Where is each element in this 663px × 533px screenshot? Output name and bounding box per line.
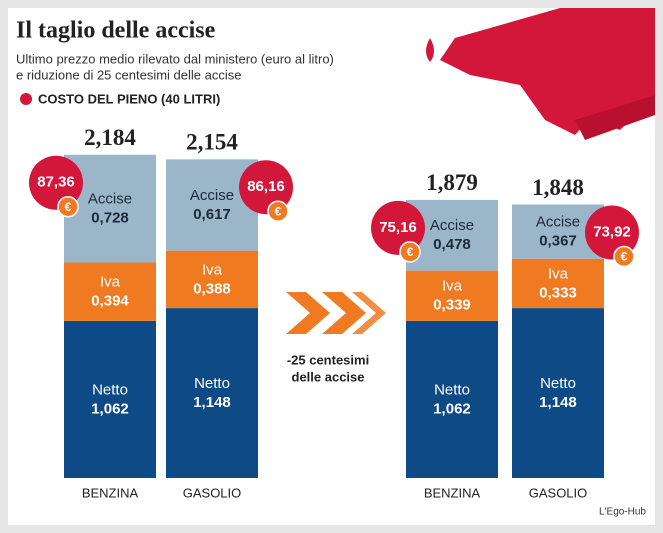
tank-cost-label: 86,16 <box>247 178 285 195</box>
category-label: GASOLIO <box>183 485 242 500</box>
segment-name: Accise <box>88 191 132 208</box>
segment-name: Accise <box>536 214 580 231</box>
total-label: 1,848 <box>532 175 584 200</box>
segment-value: 0,617 <box>193 206 231 223</box>
segment-value: 0,339 <box>433 297 471 314</box>
segment-value: 1,148 <box>539 394 577 411</box>
fuel-nozzle <box>426 8 655 140</box>
bar-segment <box>166 308 258 478</box>
segment-value: 0,367 <box>539 233 577 250</box>
segment-name: Netto <box>540 375 576 392</box>
coin <box>399 241 421 263</box>
segment-name: Netto <box>194 375 230 392</box>
chart-title: Il taglio delle accise <box>16 18 216 44</box>
segment-value: 1,148 <box>193 394 231 411</box>
subtitle: Ultimo prezzo medio rilevato dal ministe… <box>16 51 334 66</box>
subtitle: e riduzione di 25 centesimi delle accise <box>16 67 241 82</box>
segment-name: Iva <box>202 261 223 278</box>
tank-cost-label: 87,36 <box>37 174 75 191</box>
segment-name: Iva <box>100 274 121 291</box>
segment-value: 0,333 <box>539 284 577 301</box>
annotation: -25 centesimi <box>287 352 369 367</box>
segment-name: Accise <box>430 217 474 234</box>
segment-value: 0,394 <box>91 293 129 310</box>
annotation: delle accise <box>292 369 365 384</box>
segment-value: 0,728 <box>91 210 129 227</box>
legend-label: COSTO DEL PIENO (40 LITRI) <box>38 91 220 106</box>
bar-segment <box>406 270 498 321</box>
bar-segment <box>512 308 604 478</box>
bar-segment <box>406 320 498 478</box>
segment-value: 0,478 <box>433 236 471 253</box>
segment-value: 1,062 <box>91 400 129 417</box>
segment-name: Netto <box>434 381 470 398</box>
legend-swatch <box>20 93 32 105</box>
source: L'Ego-Hub <box>599 507 646 518</box>
coin <box>57 196 79 218</box>
total-label: 2,154 <box>186 129 238 154</box>
tank-cost-label: 73,92 <box>593 223 631 240</box>
segment-name: Accise <box>190 187 234 204</box>
segment-name: Iva <box>548 265 569 282</box>
segment-value: 0,388 <box>193 280 231 297</box>
coin-symbol: € <box>275 204 282 218</box>
bar-segment <box>64 320 156 478</box>
bar-segment <box>512 258 604 309</box>
total-label: 2,184 <box>84 125 136 150</box>
category-label: BENZINA <box>82 485 139 500</box>
segment-name: Iva <box>442 278 463 295</box>
segment-value: 1,062 <box>433 400 471 417</box>
coin <box>613 245 635 268</box>
bar-segment <box>64 262 156 321</box>
arrows <box>286 292 386 334</box>
coin-symbol: € <box>621 250 628 264</box>
coin <box>267 200 289 222</box>
category-label: GASOLIO <box>529 485 588 500</box>
segment-name: Netto <box>92 381 128 398</box>
coin-symbol: € <box>407 245 414 259</box>
tank-cost-label: 75,16 <box>379 219 417 236</box>
total-label: 1,879 <box>426 170 478 195</box>
coin-symbol: € <box>65 200 72 214</box>
bar-segment <box>166 250 258 309</box>
category-label: BENZINA <box>424 485 481 500</box>
